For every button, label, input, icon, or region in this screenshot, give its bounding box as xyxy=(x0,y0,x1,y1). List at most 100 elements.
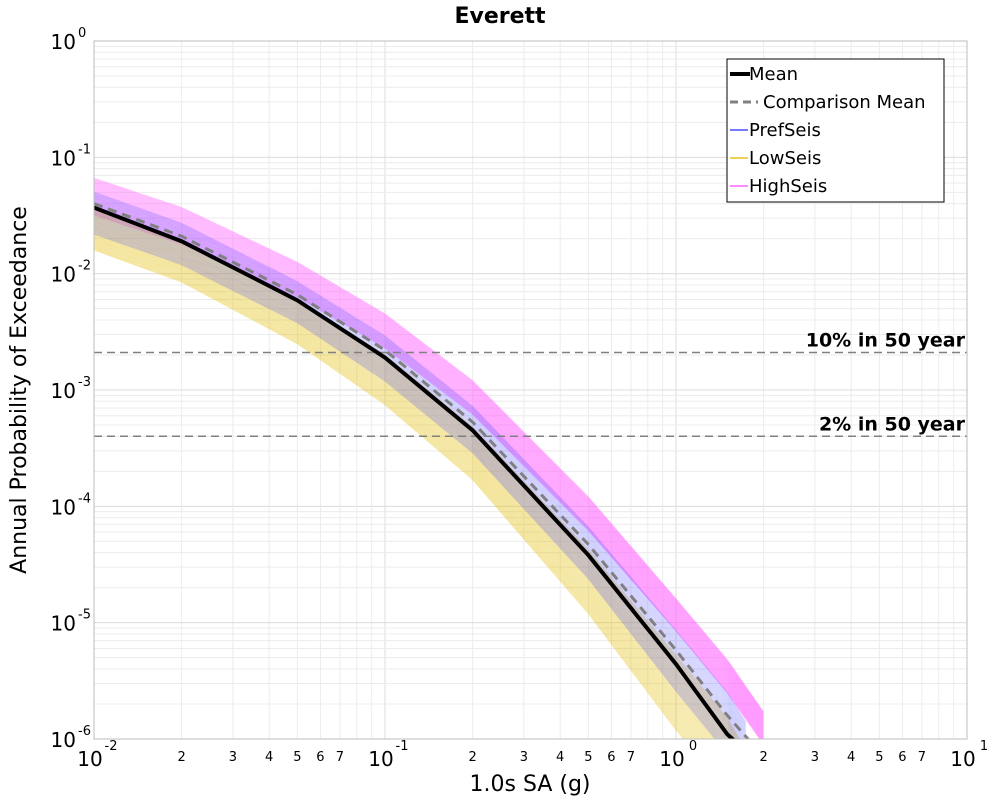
x-minor-tick-label: 4 xyxy=(847,750,855,765)
lowseis-curve xyxy=(94,236,705,739)
highseis-curve xyxy=(94,181,764,716)
prefseis-curve xyxy=(94,200,747,738)
x-minor-tick-label: 6 xyxy=(316,750,324,765)
prefseis-curve xyxy=(94,220,731,739)
lowseis-curve xyxy=(94,215,734,739)
lowseis-curve xyxy=(94,225,722,739)
lowseis-curve xyxy=(94,216,733,739)
prefseis-curve xyxy=(94,226,725,739)
highseis-curve xyxy=(94,192,764,726)
highseis-curve xyxy=(94,205,764,737)
highseis-curve xyxy=(94,189,764,723)
highseis-curve xyxy=(94,190,764,724)
y-tick-exponent: 0 xyxy=(78,26,86,41)
x-minor-tick-label: 6 xyxy=(898,750,906,765)
highseis-curve xyxy=(94,185,764,719)
highseis-curve xyxy=(94,199,764,732)
prefseis-curve xyxy=(94,198,747,735)
x-minor-tick-label: 2 xyxy=(759,750,767,765)
highseis-curve xyxy=(94,203,764,735)
lowseis-curve xyxy=(94,223,725,739)
x-minor-tick-label: 6 xyxy=(607,750,615,765)
lowseis-curve xyxy=(94,233,710,739)
prefseis-curve xyxy=(94,191,747,723)
lowseis-curve xyxy=(94,243,694,739)
reference-lines: 10% in 50 year 2% in 50 year xyxy=(94,330,967,438)
x-tick-label: 10 xyxy=(77,747,102,771)
y-axis-label: Annual Probability of Exceedance xyxy=(7,206,32,574)
reference-line-label: 10% in 50 year xyxy=(806,330,966,352)
prefseis-curve xyxy=(94,196,747,731)
y-tick-exponent: -4 xyxy=(78,491,91,506)
y-tick-label: 10 xyxy=(51,263,76,287)
legend-box xyxy=(726,58,945,203)
lowseis-curve xyxy=(94,232,711,739)
lowseis-curve xyxy=(94,242,696,739)
x-tick-exponent: -1 xyxy=(396,739,409,754)
x-tick-label: 10 xyxy=(368,747,393,771)
x-minor-tick-label: 2 xyxy=(177,750,185,765)
chart-title: Everett xyxy=(454,4,546,29)
prefseis-curve xyxy=(94,207,742,739)
y-tick-label: 10 xyxy=(51,728,76,752)
lowseis-curve xyxy=(94,239,700,739)
prefseis-curve xyxy=(94,228,722,739)
highseis-curve xyxy=(94,198,764,731)
lowseis-curve xyxy=(94,228,717,739)
highseis-curve xyxy=(94,179,764,714)
highseis-curve xyxy=(94,204,764,736)
x-tick-exponent: 0 xyxy=(689,739,697,754)
highseis-curve xyxy=(94,186,764,720)
x-minor-tick-label: 7 xyxy=(627,750,635,765)
x-minor-tick-label: 4 xyxy=(556,750,564,765)
highseis-curve xyxy=(94,182,764,717)
highseis-curve xyxy=(94,197,764,730)
highseis-curve xyxy=(94,184,764,718)
prefseis-curve xyxy=(94,193,747,726)
prefseis-curve xyxy=(94,221,730,739)
highseis-curve xyxy=(94,180,764,715)
legend-label: Comparison Mean xyxy=(763,92,926,113)
lowseis-curve xyxy=(94,245,691,739)
lowseis-curve xyxy=(94,238,702,739)
highseis-curve xyxy=(94,187,764,721)
x-minor-tick-label: 3 xyxy=(811,750,819,765)
prefseis-curve xyxy=(94,194,747,728)
x-minor-tick-label: 5 xyxy=(875,750,883,765)
x-axis-label: 1.0s SA (g) xyxy=(470,772,591,797)
highseis-curve xyxy=(94,204,764,737)
reference-line-label: 2% in 50 year xyxy=(819,413,966,435)
lowseis-curve xyxy=(94,246,690,739)
highseis-curve xyxy=(94,194,764,727)
y-tick-label: 10 xyxy=(51,495,76,519)
highseis-curve xyxy=(94,202,764,734)
y-tick-exponent: -1 xyxy=(78,142,91,157)
legend-label: LowSeis xyxy=(749,148,821,169)
prefseis-curve xyxy=(94,201,747,739)
highseis-curve xyxy=(94,191,764,725)
prefseis-curve xyxy=(94,233,717,739)
lowseis-curve xyxy=(94,235,707,739)
y-tick-label: 10 xyxy=(51,379,76,403)
prefseis-curve xyxy=(94,206,743,739)
lowseis-curve xyxy=(94,244,693,739)
x-tick-label: 10 xyxy=(659,747,684,771)
x-minor-tick-label: 7 xyxy=(336,750,344,765)
highseis-curve xyxy=(94,201,764,733)
lowseis-curve xyxy=(94,230,714,739)
highseis-curve xyxy=(94,189,764,722)
highseis-curve xyxy=(94,200,764,732)
mean-line xyxy=(94,205,736,739)
lowseis-curve xyxy=(94,249,685,739)
legend-label: PrefSeis xyxy=(749,120,821,141)
highseis-curve xyxy=(94,206,764,738)
prefseis-curve xyxy=(94,197,747,733)
prefseis-curve xyxy=(94,227,724,739)
highseis-curve xyxy=(94,183,764,718)
highseis-curve xyxy=(94,177,764,713)
prefseis-curve xyxy=(94,230,720,739)
lowseis-curve xyxy=(94,229,716,739)
lowseis-curve xyxy=(94,221,727,739)
